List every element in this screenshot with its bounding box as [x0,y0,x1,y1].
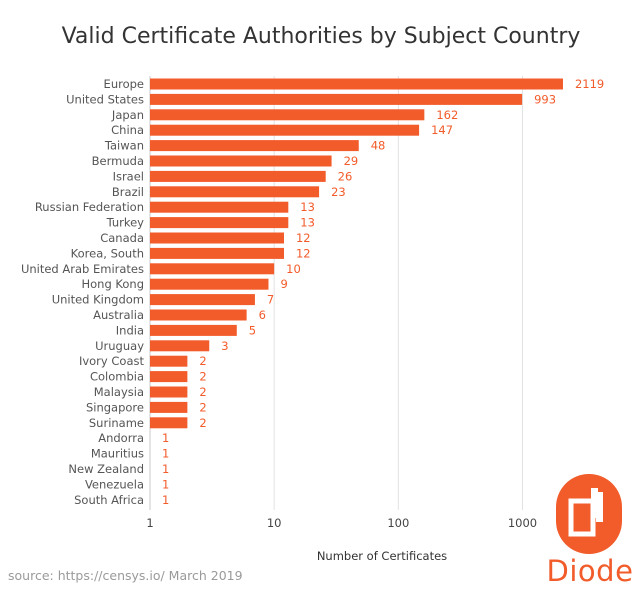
data-label: 12 [296,231,311,245]
data-label: 23 [331,185,346,199]
bar [150,201,289,213]
bar [150,340,210,352]
category-label: Australia [93,308,144,322]
data-label: 2119 [575,77,604,91]
category-label: Ivory Coast [79,354,145,368]
diode-logo-icon [556,474,622,554]
data-label: 48 [371,139,386,153]
bar [150,186,320,198]
data-label: 162 [436,108,458,122]
source-note: source: https://censys.io/ March 2019 [8,568,243,583]
bar [150,217,289,229]
x-tick-label: 1 [146,516,153,530]
category-label: United States [66,92,144,106]
category-label: Andorra [98,431,144,445]
data-label: 5 [249,323,256,337]
data-label: 13 [300,200,315,214]
data-label: 1 [162,447,169,461]
bar [150,263,275,275]
data-label: 1 [162,493,169,507]
bar [150,401,188,413]
data-label: 13 [300,216,315,230]
data-label: 10 [286,262,301,276]
category-label: Russian Federation [35,200,144,214]
x-axis-ticks: 1 10 100 1000 [146,516,537,530]
data-label: 7 [267,293,274,307]
x-tick-label: 100 [387,516,409,530]
category-label: South Africa [74,493,144,507]
data-label: 9 [280,277,287,291]
x-axis-title: Number of Certificates [317,549,447,563]
category-label: Uruguay [95,339,144,353]
bar [150,355,188,367]
category-label: Europe [104,77,144,91]
data-label: 26 [338,169,353,183]
bar [150,124,420,136]
category-label: Bermuda [92,154,144,168]
bars [150,78,563,429]
data-label: 29 [344,154,359,168]
bar [150,78,563,90]
category-label: Japan [111,108,144,122]
bar [150,386,188,398]
category-label: Korea, South [71,246,144,260]
category-label: Canada [100,231,144,245]
value-labels: 2119993162147482926231313121210976532222… [162,77,604,507]
bar [150,417,188,429]
bar [150,109,425,121]
data-label: 2 [199,370,206,384]
chart-title: Valid Certificate Authorities by Subject… [61,24,581,49]
category-label: United Arab Emirates [21,262,144,276]
category-label: Colombia [90,370,144,384]
data-label: 2 [199,354,206,368]
bar [150,294,255,306]
data-label: 2 [199,416,206,430]
x-tick-label: 1000 [508,516,537,530]
data-label: 1 [162,477,169,491]
data-label: 2 [199,385,206,399]
bar [150,324,237,336]
category-label: Hong Kong [81,277,144,291]
category-label: Mauritius [91,447,144,461]
category-label: Suriname [89,416,144,430]
category-label: Turkey [106,216,145,230]
bar [150,371,188,383]
category-label: Israel [113,169,144,183]
logo-wordmark: Diode [546,554,634,588]
data-label: 147 [431,123,453,137]
category-label: Brazil [112,185,144,199]
bar [150,278,269,290]
bar [150,232,284,244]
data-label: 1 [162,431,169,445]
category-label: Taiwan [104,139,144,153]
data-label: 3 [221,339,228,353]
category-label: India [116,323,144,337]
diode-logo: Diode [545,474,635,592]
bar [150,247,284,259]
data-label: 2 [199,400,206,414]
category-label: Singapore [86,400,144,414]
category-label: Malaysia [94,385,144,399]
category-label: China [111,123,144,137]
bar [150,93,523,105]
data-label: 1 [162,462,169,476]
bar [150,155,332,167]
bar [150,140,359,152]
bar [150,309,247,321]
category-label: New Zealand [68,462,144,476]
x-tick-label: 10 [267,516,282,530]
data-label: 993 [534,92,556,106]
category-label: Venezuela [85,477,144,491]
bar [150,170,326,182]
data-label: 12 [296,246,311,260]
category-label: United Kingdom [52,293,144,307]
data-label: 6 [259,308,266,322]
